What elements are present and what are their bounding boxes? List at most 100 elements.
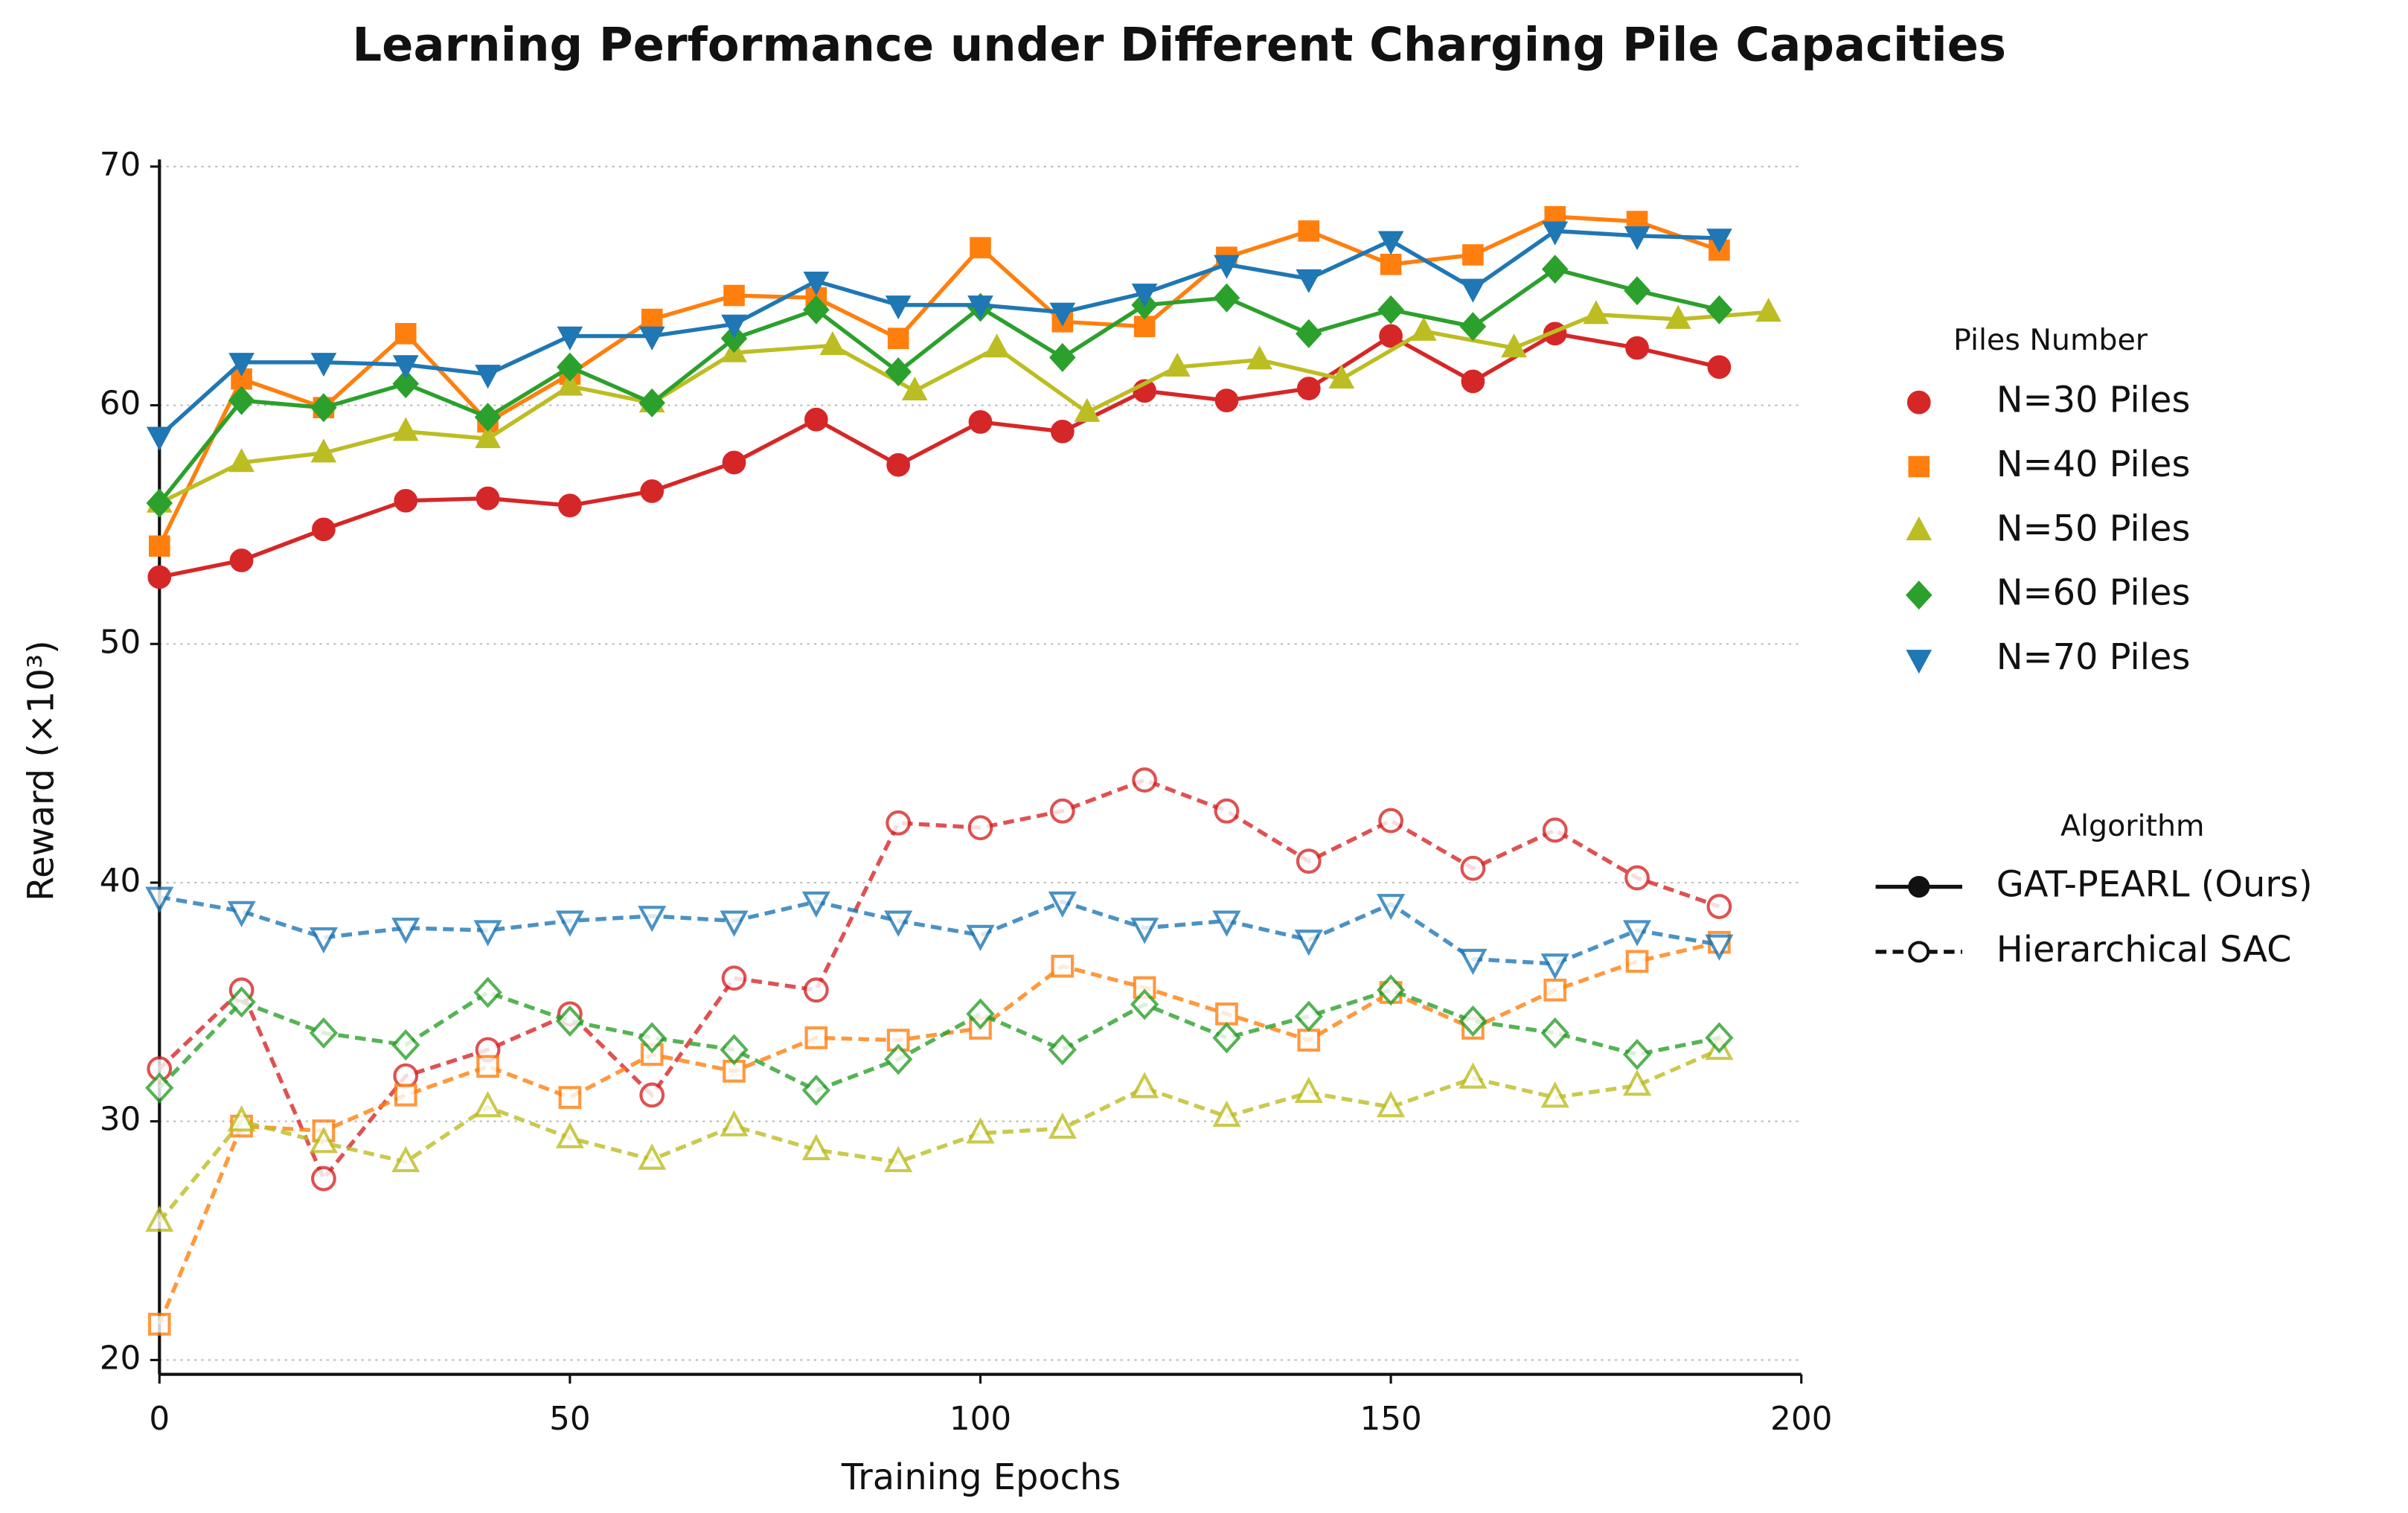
- marker: [1458, 1062, 1488, 1089]
- marker: [641, 308, 663, 330]
- marker: [720, 1034, 749, 1066]
- marker: [1296, 319, 1322, 348]
- marker: [227, 901, 256, 927]
- x-tick-label: 50: [549, 1400, 591, 1438]
- marker: [966, 924, 995, 952]
- marker: [146, 426, 173, 451]
- marker: [1462, 244, 1484, 266]
- series-line: [158, 988, 1720, 1093]
- marker: [391, 1145, 420, 1173]
- y-axis-label: Reward (×10³): [21, 640, 62, 901]
- marker: [309, 1127, 339, 1154]
- marker: [966, 1117, 995, 1144]
- marker: [884, 1145, 913, 1173]
- series-line: [158, 310, 1769, 505]
- marker: [473, 920, 502, 947]
- marker: [984, 333, 1010, 358]
- marker: [473, 1090, 502, 1118]
- marker: [1328, 364, 1355, 388]
- marker: [638, 906, 667, 933]
- marker: [1377, 894, 1406, 921]
- marker: [1625, 336, 1649, 360]
- marker: [1215, 1002, 1238, 1026]
- marker: [557, 371, 583, 396]
- marker: [804, 1026, 828, 1049]
- marker: [1051, 954, 1075, 978]
- marker: [1461, 369, 1485, 394]
- marker: [1624, 276, 1650, 306]
- marker: [147, 565, 172, 589]
- marker: [1542, 817, 1568, 843]
- marker: [1212, 1100, 1241, 1127]
- marker: [555, 910, 584, 937]
- marker: [886, 452, 911, 477]
- marker: [1542, 221, 1569, 246]
- legend-label: Hierarchical SAC: [1996, 930, 2292, 970]
- marker: [1294, 930, 1323, 956]
- marker: [558, 1086, 582, 1109]
- marker: [1296, 848, 1322, 874]
- series-line: [158, 778, 1720, 1183]
- series-line: [157, 214, 1720, 547]
- marker: [1049, 302, 1076, 327]
- marker: [885, 357, 912, 387]
- marker: [721, 965, 747, 991]
- marker: [229, 548, 254, 572]
- marker: [1458, 948, 1488, 976]
- marker: [474, 403, 502, 432]
- marker: [148, 535, 170, 557]
- marker: [720, 910, 749, 937]
- marker: [1297, 1029, 1321, 1052]
- legend-label: N=50 Piles: [1996, 508, 2191, 549]
- marker: [1460, 855, 1486, 881]
- marker: [1707, 355, 1732, 380]
- marker: [885, 295, 912, 320]
- marker: [1379, 324, 1403, 348]
- marker: [1377, 295, 1404, 324]
- marker: [887, 327, 909, 350]
- marker: [309, 1017, 339, 1049]
- marker: [804, 407, 828, 432]
- marker: [1905, 580, 1933, 610]
- marker: [638, 326, 665, 351]
- marker: [803, 272, 830, 296]
- marker: [1377, 231, 1404, 255]
- marker: [309, 927, 339, 954]
- marker: [1214, 798, 1240, 824]
- marker: [640, 479, 665, 503]
- marker: [555, 1005, 585, 1037]
- x-tick-label: 150: [1360, 1400, 1421, 1438]
- marker: [1246, 345, 1272, 370]
- y-tick-label: 60: [100, 385, 141, 423]
- marker: [970, 237, 991, 259]
- series-line: [158, 266, 1720, 505]
- marker: [1705, 1022, 1734, 1054]
- marker: [227, 986, 256, 1018]
- marker: [639, 1082, 665, 1108]
- marker: [1048, 891, 1077, 918]
- marker: [901, 376, 928, 401]
- legend-marker: [1908, 941, 1930, 963]
- marker: [720, 1110, 749, 1136]
- series-line: [157, 940, 1720, 1325]
- legend-label: N=30 Piles: [1996, 380, 2191, 421]
- series-line: [158, 331, 1720, 580]
- legend-label: N=60 Piles: [1996, 573, 2191, 614]
- marker: [1622, 920, 1652, 947]
- marker: [1543, 978, 1567, 1002]
- marker: [1665, 304, 1691, 329]
- marker: [228, 386, 255, 415]
- marker: [886, 810, 912, 836]
- marker: [311, 1165, 336, 1191]
- marker: [473, 976, 502, 1008]
- marker: [1540, 1017, 1569, 1049]
- marker: [1378, 807, 1404, 834]
- marker: [1624, 865, 1650, 891]
- x-tick-label: 100: [950, 1400, 1011, 1438]
- marker: [1540, 1081, 1569, 1108]
- marker: [147, 1312, 171, 1336]
- marker: [1380, 254, 1402, 275]
- marker: [1705, 934, 1734, 961]
- marker: [1213, 283, 1240, 313]
